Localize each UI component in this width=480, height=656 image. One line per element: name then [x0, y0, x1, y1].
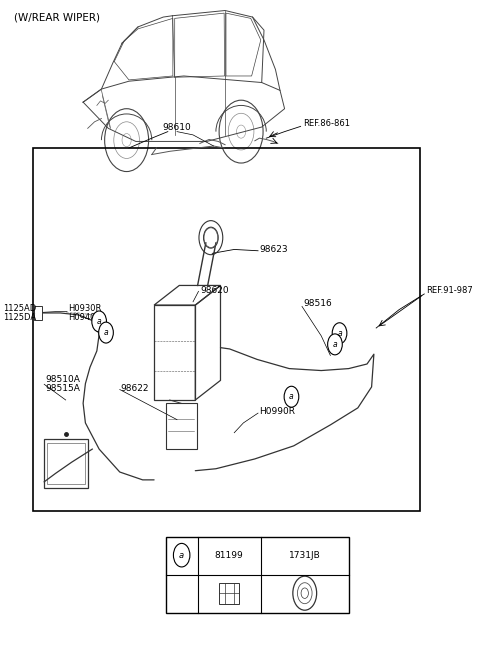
Text: a: a [289, 392, 294, 401]
Text: 1731JB: 1731JB [289, 550, 321, 560]
Text: a: a [333, 340, 337, 349]
Circle shape [332, 323, 347, 344]
Text: H0930R: H0930R [69, 304, 102, 313]
Text: 81199: 81199 [215, 550, 243, 560]
Text: 98516: 98516 [303, 299, 332, 308]
Circle shape [284, 386, 299, 407]
Text: a: a [337, 329, 342, 338]
Text: 98610: 98610 [163, 123, 192, 133]
Text: 1125DA: 1125DA [3, 313, 36, 322]
Text: (W/REAR WIPER): (W/REAR WIPER) [14, 12, 100, 22]
Text: 98622: 98622 [120, 384, 149, 393]
Circle shape [173, 543, 190, 567]
Text: a: a [104, 328, 108, 337]
Text: H0940R: H0940R [69, 313, 102, 322]
Text: 98515A: 98515A [46, 384, 81, 394]
Text: 1125AD: 1125AD [3, 304, 36, 313]
Circle shape [92, 311, 107, 332]
Text: 98623: 98623 [259, 245, 288, 254]
Text: a: a [97, 317, 101, 326]
Text: 98620: 98620 [200, 285, 228, 295]
Text: a: a [179, 550, 184, 560]
Text: 98510A: 98510A [46, 375, 81, 384]
Text: REF.86-861: REF.86-861 [303, 119, 350, 129]
Circle shape [99, 322, 113, 343]
Text: REF.91-987: REF.91-987 [427, 285, 473, 295]
Circle shape [328, 334, 342, 355]
Text: H0990R: H0990R [259, 407, 295, 417]
